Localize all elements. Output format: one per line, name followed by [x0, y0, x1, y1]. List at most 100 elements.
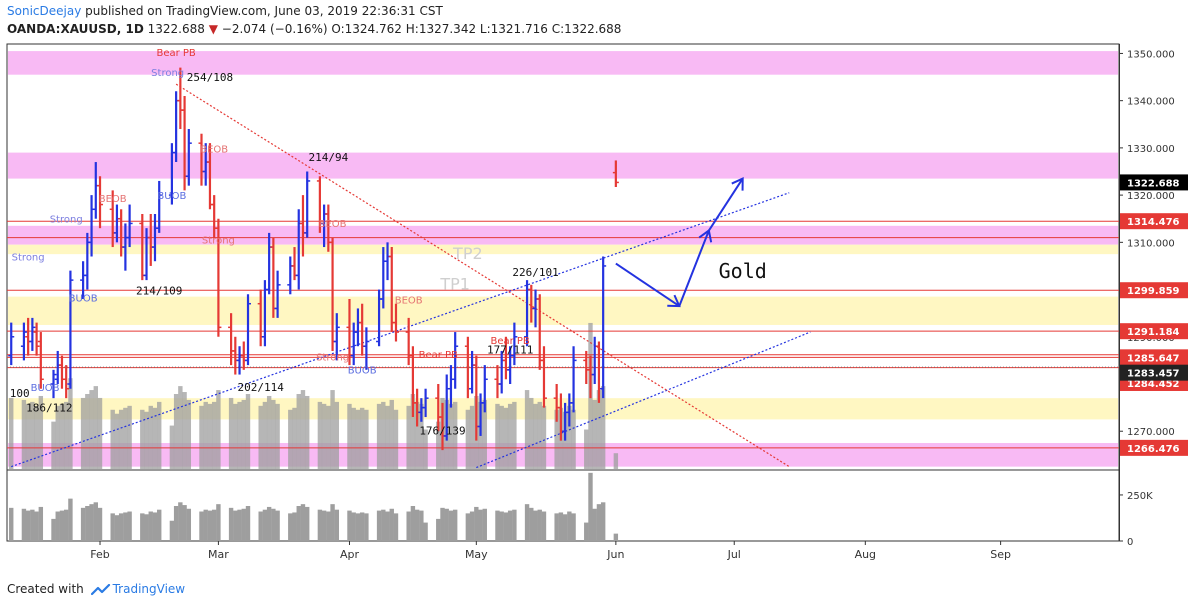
volume-bar: [414, 509, 420, 541]
volume-overlay-bar: [186, 399, 192, 469]
price-label-text: 1291.184: [1127, 327, 1180, 338]
chart-annotation: Strong: [202, 235, 235, 246]
volume-bar: [554, 513, 559, 541]
volume-bar: [157, 509, 162, 541]
horizontal-lines: [7, 220, 1119, 449]
volume-overlay-bar: [533, 403, 538, 469]
candle: [29, 317, 36, 351]
chart-annotation: BEOB: [395, 296, 423, 307]
volume-overlay-bar: [123, 407, 128, 469]
ohlc-close-value: 1322.688: [564, 22, 622, 36]
candle: [156, 180, 163, 233]
volume-bar: [613, 533, 619, 541]
volume-overlay-bar: [178, 386, 183, 469]
volume-bar: [347, 510, 352, 541]
volume-bar: [562, 514, 568, 541]
volume-bar: [385, 511, 390, 541]
volume-bar: [317, 509, 323, 541]
volume-overlay-bar: [600, 386, 606, 469]
volume-bar: [600, 502, 606, 541]
volume-bar: [465, 513, 471, 541]
volume-bar: [169, 520, 175, 541]
chart-annotation: Bear PB: [156, 48, 195, 59]
volume-overlay-bar: [110, 409, 115, 469]
publish-text: published on TradingView.com, June 03, 2…: [85, 4, 443, 18]
candle: [33, 322, 40, 356]
volume-overlay-bar: [245, 394, 251, 469]
price-tick-label: 1340.000: [1127, 97, 1175, 108]
volume-overlay-bar: [423, 429, 428, 469]
candle: [20, 322, 27, 361]
chart-annotation: BEOB: [319, 219, 347, 230]
volume-bar: [304, 506, 310, 541]
price-label-text: 1284.452: [1127, 379, 1180, 390]
chart-annotation: 100: [10, 387, 30, 400]
volume-overlay-bar: [300, 390, 306, 469]
volume-overlay-bar: [469, 405, 475, 469]
price-label-text: 1299.859: [1127, 286, 1180, 297]
volume-overlay-bar: [529, 397, 534, 469]
ohlc-open-key: O:: [331, 22, 345, 36]
ohlc-close-key: C:: [551, 22, 565, 36]
volume-overlay-bar: [537, 401, 542, 469]
volume-bar: [186, 508, 192, 541]
volume-overlay-bar: [393, 409, 399, 469]
volume-bar: [68, 498, 73, 541]
volume-bar: [512, 509, 517, 541]
volume-overlay-bar: [85, 394, 90, 469]
time-tick-label: Jun: [606, 548, 624, 561]
volume-overlay-bar: [63, 401, 69, 469]
author-link[interactable]: SonicDeejay: [7, 4, 82, 18]
chart-annotation: BUOB: [157, 191, 186, 202]
volume-overlay-bar: [233, 403, 238, 469]
candles: [8, 67, 619, 451]
volume-bar: [85, 506, 90, 541]
volume-overlay-bar: [351, 407, 356, 469]
volume-bar: [537, 509, 542, 541]
volume-overlay-bar: [613, 453, 619, 469]
volume-overlay-bar: [288, 409, 293, 469]
volume-overlay-bar: [144, 411, 149, 469]
volume-overlay-bar: [448, 403, 454, 469]
volume-overlay-bar: [127, 405, 132, 469]
volume-bar: [541, 511, 547, 541]
price-tick-label: 1310.000: [1127, 238, 1175, 249]
volume-bars: [9, 472, 619, 541]
volume-bar: [482, 508, 487, 541]
volume-bar: [419, 510, 424, 541]
publish-info: SonicDeejay published on TradingView.com…: [7, 4, 443, 18]
volume-overlay-bar: [304, 395, 310, 469]
volume-overlay-bar: [262, 401, 268, 469]
price-label-badge: 1291.184: [1120, 323, 1188, 340]
volume-overlay-bar: [271, 399, 276, 469]
chart-annotation: 214/109: [136, 284, 182, 297]
chart-annotation: BUOB: [69, 293, 98, 304]
price-tick-label: 1330.000: [1127, 144, 1175, 155]
volume-overlay-bar: [321, 403, 327, 469]
volume-overlay-bar: [55, 405, 60, 469]
volume-overlay-bar: [452, 401, 458, 469]
tradingview-brand-link[interactable]: TradingView: [112, 582, 186, 596]
volume-overlay-bar: [406, 405, 411, 469]
price-label-badge: 1285.647: [1120, 349, 1188, 366]
volume-bar: [440, 507, 445, 541]
time-tick-label: May: [465, 548, 488, 561]
zone-yellow: [8, 244, 1118, 255]
trendlines: [11, 83, 811, 469]
candle: [50, 369, 57, 399]
volume-bar: [524, 504, 530, 541]
candle: [570, 346, 577, 413]
volume-bar: [596, 504, 602, 541]
candle: [600, 256, 607, 399]
volume-bar: [245, 506, 251, 541]
volume-overlay-bar: [182, 392, 187, 469]
chart-annotation: BUOB: [31, 383, 60, 394]
volume-overlay-bar: [80, 397, 86, 469]
volume-overlay-bar: [173, 394, 179, 469]
ohlc-open-value: 1324.762: [344, 22, 402, 36]
volume-overlay-bar: [34, 405, 39, 469]
price-labels: 1322.688 1314.476 1299.859 1291.184 1285.647…: [1120, 174, 1188, 456]
price-label-badge: 1299.859: [1120, 282, 1188, 299]
volume-overlay-bar: [152, 407, 158, 469]
